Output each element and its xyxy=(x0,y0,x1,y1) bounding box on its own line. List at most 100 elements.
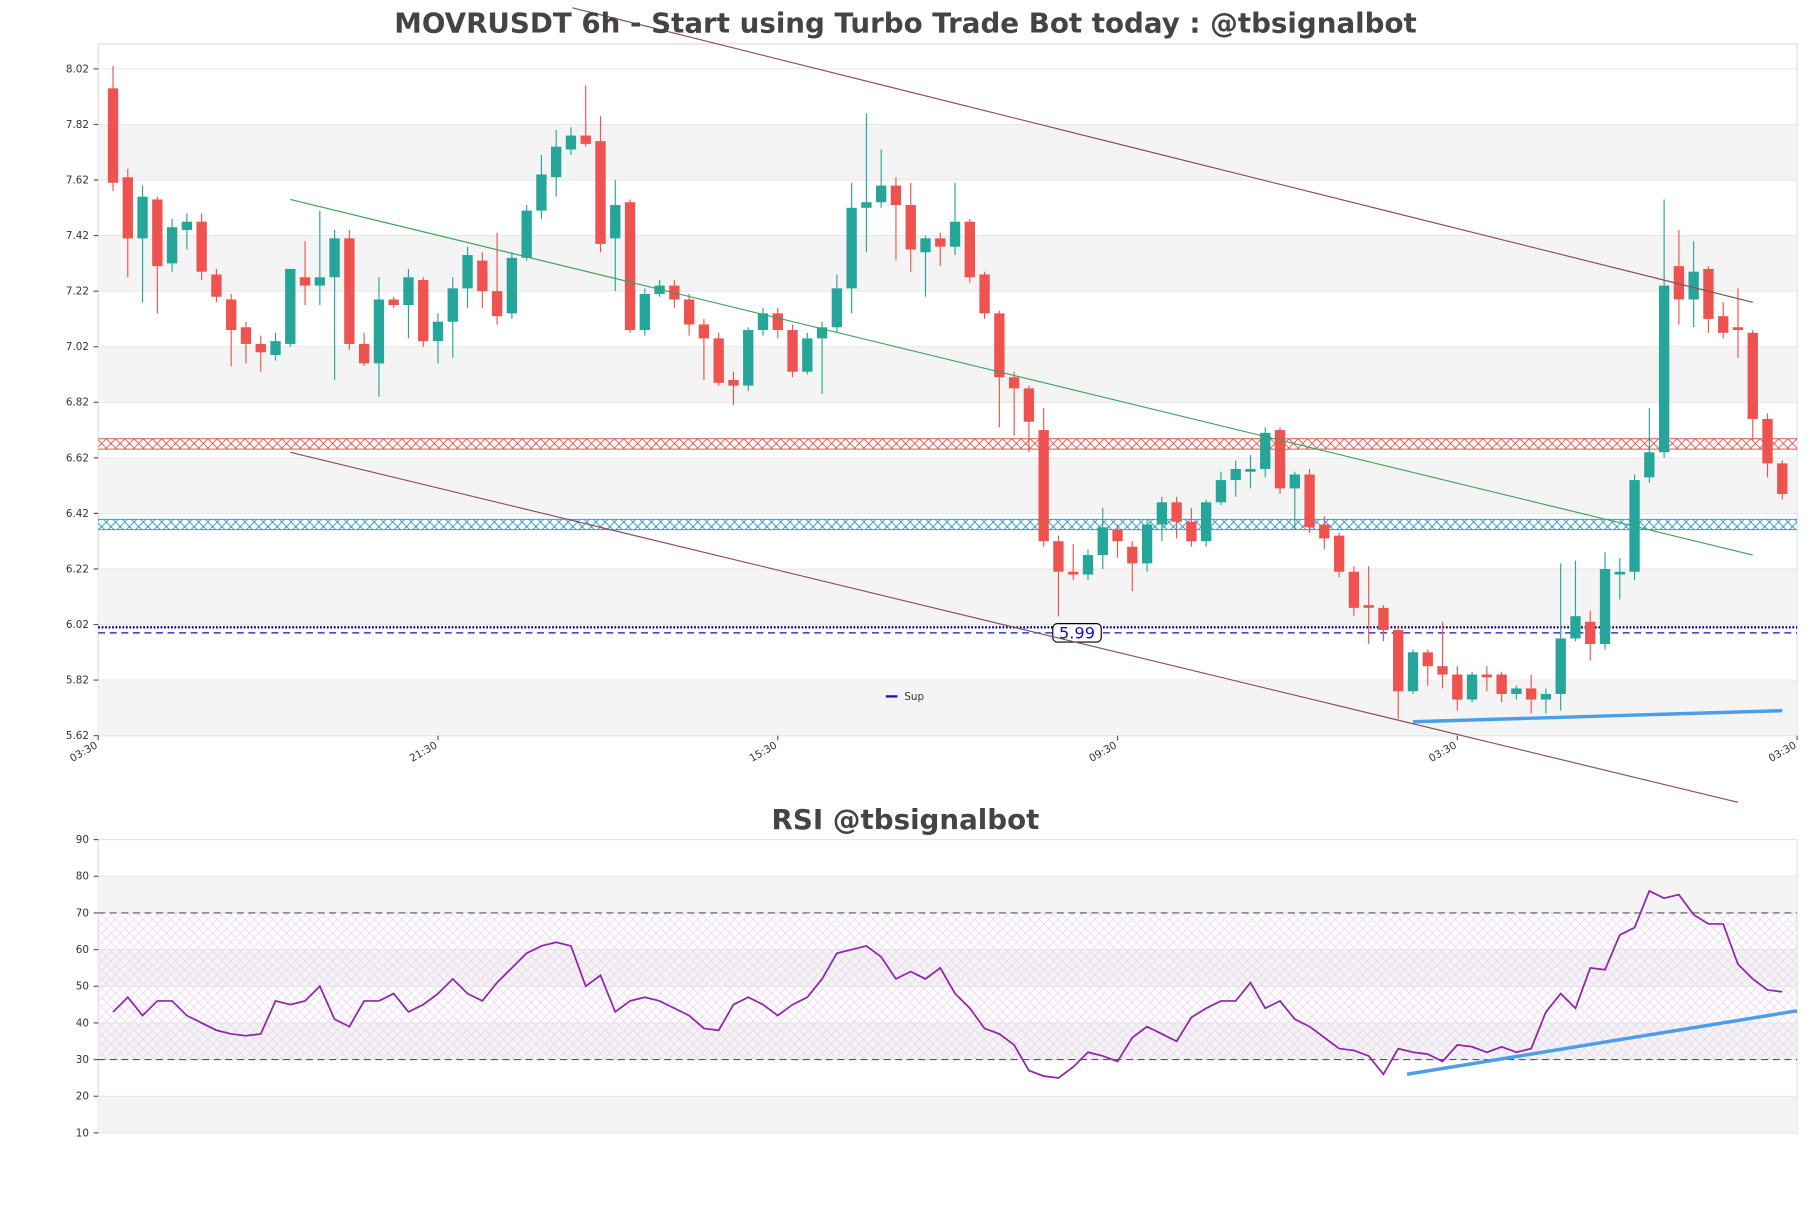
y-tick-label: 6.22 xyxy=(66,563,89,575)
candle-body xyxy=(1777,463,1788,494)
candle-body xyxy=(1762,418,1773,464)
candle-body xyxy=(1141,524,1153,564)
candle-body xyxy=(683,299,695,325)
y-tick-label: 90 xyxy=(76,834,89,846)
y-tick-label: 50 xyxy=(76,981,89,993)
grid-band xyxy=(98,680,1798,736)
candle-body xyxy=(152,199,163,267)
candle-body xyxy=(1747,332,1758,419)
candle-body xyxy=(181,221,193,231)
candle-body xyxy=(935,238,946,247)
y-tick-label: 80 xyxy=(76,871,89,883)
candle-body xyxy=(1186,521,1197,542)
candle-body xyxy=(1732,327,1744,331)
x-tick-label: 03:30 xyxy=(1767,739,1799,764)
grid-band xyxy=(98,457,1798,514)
y-tick-label: 70 xyxy=(76,907,89,919)
candle-body xyxy=(314,277,325,286)
chart-title: MOVRUSDT 6h - Start using Turbo Trade Bo… xyxy=(394,6,1417,39)
candle-body xyxy=(1525,688,1537,700)
candle-body xyxy=(1304,474,1315,528)
y-tick-label: 7.62 xyxy=(66,174,89,186)
candle-body xyxy=(565,135,577,150)
candle-body xyxy=(1437,666,1448,675)
candle-body xyxy=(226,299,237,331)
candle-body xyxy=(624,202,636,331)
candle-body xyxy=(137,196,148,239)
candle-body xyxy=(122,177,133,239)
candle-body xyxy=(1023,388,1035,422)
candle-body xyxy=(949,221,961,247)
y-tick-label: 6.42 xyxy=(66,508,89,520)
candle-body xyxy=(772,313,783,331)
trend-line xyxy=(290,451,1739,803)
candle-body xyxy=(1363,605,1374,608)
candle-body xyxy=(861,202,872,208)
candle-body xyxy=(580,135,591,144)
grid-band xyxy=(98,876,1798,913)
candle-body xyxy=(240,327,252,344)
candle-body xyxy=(964,221,975,278)
candle-body xyxy=(1082,555,1094,575)
grid-band xyxy=(98,1096,1798,1133)
candle-body xyxy=(831,288,843,328)
candle-body xyxy=(890,185,902,206)
candle-body xyxy=(876,185,887,203)
trend-line xyxy=(1412,708,1783,724)
candle-body xyxy=(329,238,340,278)
candle-body xyxy=(432,321,444,342)
candle-body xyxy=(1127,546,1138,564)
candle-body xyxy=(979,274,990,314)
grid-band xyxy=(98,568,1798,625)
candle-body xyxy=(299,277,311,286)
candle-body xyxy=(506,257,518,314)
candle-body xyxy=(787,330,798,372)
candle-body xyxy=(1585,621,1596,644)
y-tick-label: 7.22 xyxy=(66,286,89,298)
candle-body xyxy=(610,205,621,239)
y-tick-label: 40 xyxy=(76,1017,89,1029)
candle-body xyxy=(846,207,857,289)
candle-body xyxy=(757,313,769,331)
candle-body xyxy=(1496,674,1507,694)
trend-line xyxy=(290,198,1753,556)
candle-body xyxy=(816,327,828,339)
candle-body xyxy=(447,288,458,322)
candle-body xyxy=(1466,674,1478,700)
y-tick-label: 7.02 xyxy=(66,341,89,353)
candle-body xyxy=(1481,674,1493,678)
candle-body xyxy=(1540,693,1552,700)
candle-body xyxy=(595,141,606,244)
candle-body xyxy=(905,205,916,250)
candle-body xyxy=(1599,568,1611,644)
y-tick-label: 20 xyxy=(76,1091,89,1103)
candle-body xyxy=(551,146,562,178)
candle-body xyxy=(1614,571,1625,575)
y-tick-label: 60 xyxy=(76,944,89,956)
candle-body xyxy=(1097,527,1108,556)
x-tick-label: 03:30 xyxy=(1427,739,1459,764)
candle-body xyxy=(1348,571,1360,608)
y-tick-label: 10 xyxy=(76,1127,89,1139)
candle-body xyxy=(1407,652,1419,692)
candle-body xyxy=(1644,452,1655,478)
candle-body xyxy=(1274,430,1286,489)
candle-body xyxy=(1452,674,1463,700)
y-tick-label: 8.02 xyxy=(66,63,89,75)
rsi-title: RSI @tbsignalbot xyxy=(772,803,1040,836)
candle-body xyxy=(920,238,931,253)
y-tick-label: 7.42 xyxy=(66,230,89,242)
candle-body xyxy=(1245,468,1256,472)
x-tick-label: 15:30 xyxy=(747,739,779,764)
y-tick-label: 6.82 xyxy=(66,397,89,409)
candle-body xyxy=(373,299,385,364)
candle-body xyxy=(994,313,1005,378)
x-tick-label: 09:30 xyxy=(1087,739,1119,764)
candle-body xyxy=(166,227,178,264)
rsi-line xyxy=(112,889,1783,1079)
candle-body xyxy=(211,274,222,297)
candle-body xyxy=(698,324,710,339)
candle-body xyxy=(802,338,813,372)
legend-label: Sup xyxy=(904,691,924,703)
